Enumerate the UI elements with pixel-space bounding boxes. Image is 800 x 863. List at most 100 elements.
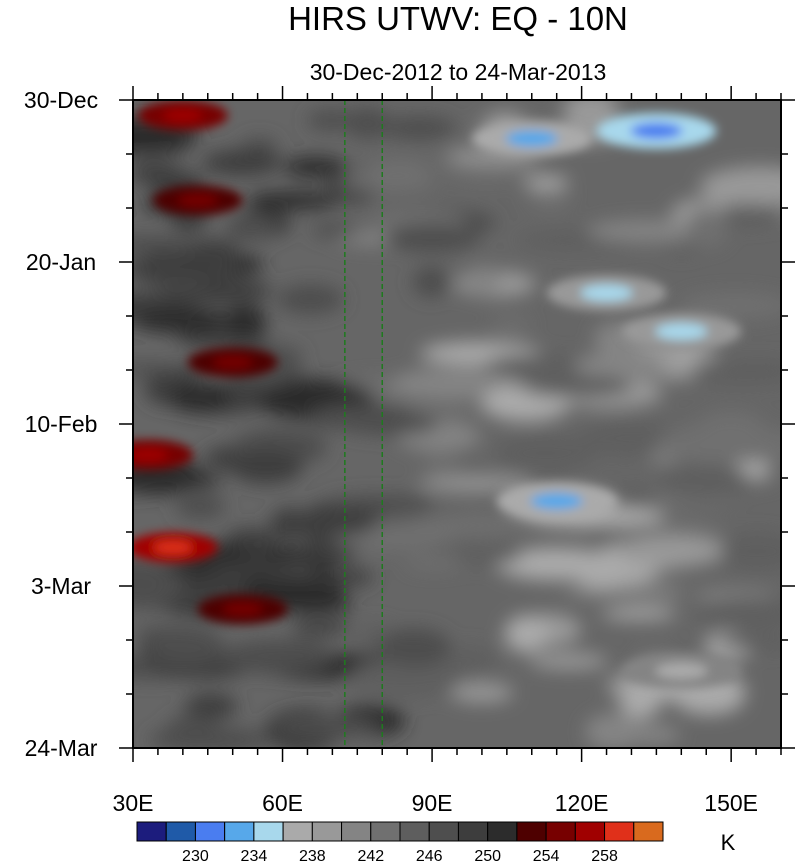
field-texture (347, 658, 463, 699)
field-texture (223, 304, 267, 336)
field-texture (133, 235, 199, 254)
colorbar (136, 821, 664, 842)
field-texture (463, 266, 502, 294)
colorbar-label: 246 (416, 848, 443, 863)
field-texture (574, 351, 686, 381)
plot-area (133, 100, 781, 748)
field-texture (422, 455, 462, 471)
field-texture (219, 639, 335, 672)
colorbar-swatch (574, 821, 606, 842)
field-texture (225, 213, 280, 242)
field-texture (711, 531, 781, 571)
cold-zone (630, 122, 683, 139)
field-texture (600, 608, 677, 620)
field-texture (412, 266, 450, 298)
field-texture (322, 568, 375, 586)
field-texture (276, 284, 344, 315)
field-texture (309, 403, 416, 429)
warm-zone (152, 541, 193, 554)
cold-zone (655, 323, 708, 340)
colorbar-swatch (165, 821, 196, 842)
field-texture (310, 222, 358, 238)
colorbar-label: 230 (182, 848, 209, 863)
field-texture (568, 554, 635, 588)
field-texture (529, 652, 608, 670)
colorbar-swatch (311, 821, 343, 842)
colorbar-label: 238 (299, 848, 326, 863)
cold-zone (580, 284, 633, 301)
cold-zone (655, 662, 708, 679)
warm-zone (162, 109, 203, 122)
field-texture (283, 156, 347, 178)
field-texture (699, 428, 781, 462)
colorbar-swatch (136, 821, 167, 842)
field-texture (684, 370, 781, 385)
colorbar-label: 258 (591, 848, 618, 863)
field-texture (696, 597, 781, 629)
field-texture (384, 223, 481, 252)
colorbar-swatch (516, 821, 547, 842)
field-texture (618, 535, 724, 568)
warm-zone (212, 356, 253, 369)
warm-zone (177, 194, 218, 207)
field-texture (269, 507, 311, 541)
field-texture (271, 715, 381, 740)
field-texture (418, 475, 534, 492)
field-texture (713, 359, 781, 372)
field-texture (345, 108, 390, 139)
field-texture (338, 173, 436, 192)
colorbar-label: 254 (533, 848, 560, 863)
field-texture (390, 367, 517, 400)
field-texture (405, 555, 464, 570)
field-texture (440, 645, 500, 674)
colorbar-swatch (341, 821, 372, 842)
field-texture (450, 683, 514, 703)
field-texture (292, 618, 350, 634)
field-texture (699, 166, 781, 206)
field-texture (149, 627, 225, 666)
field-texture (494, 433, 597, 473)
colorbar-swatch (282, 821, 313, 842)
cold-zone (530, 493, 583, 510)
x-tick-label: 30E (113, 790, 154, 816)
field-texture (484, 353, 596, 376)
colorbar-swatch (545, 821, 576, 842)
field-texture (325, 494, 436, 510)
warm-zone (133, 448, 168, 461)
colorbar-swatch (224, 821, 255, 842)
colorbar-swatch (194, 821, 226, 842)
field-texture (657, 357, 697, 381)
field-texture (491, 317, 532, 332)
field-texture (168, 383, 231, 413)
cold-zone (505, 130, 558, 147)
field-texture (522, 375, 634, 398)
field-texture (522, 175, 569, 189)
field-texture (229, 448, 303, 484)
field-texture (184, 693, 238, 720)
field-texture (168, 573, 254, 594)
y-tick-label: 10-Feb (25, 411, 98, 437)
colorbar-label: 234 (241, 848, 268, 863)
field-texture (378, 628, 452, 668)
chart-title: HIRS UTWV: EQ - 10N (288, 0, 628, 37)
colorbar-swatch (604, 821, 635, 842)
field-texture (381, 116, 457, 140)
colorbar-swatch (428, 821, 459, 842)
colorbar-swatch (399, 821, 430, 842)
y-tick-label: 3-Mar (31, 573, 91, 599)
colorbar-swatch (457, 821, 489, 842)
warm-zone (222, 603, 263, 616)
x-tick-label: 90E (412, 790, 453, 816)
field-texture (245, 191, 339, 210)
field-texture (716, 633, 781, 651)
x-tick-label: 150E (704, 790, 758, 816)
x-tick-label: 120E (555, 790, 609, 816)
y-tick-label: 30-Dec (24, 87, 98, 113)
field-texture (563, 585, 682, 599)
field-texture (165, 714, 221, 748)
field-texture (657, 462, 750, 499)
colorbar-swatch (370, 821, 401, 842)
field-texture (504, 615, 549, 653)
y-tick-label: 20-Jan (26, 249, 96, 275)
